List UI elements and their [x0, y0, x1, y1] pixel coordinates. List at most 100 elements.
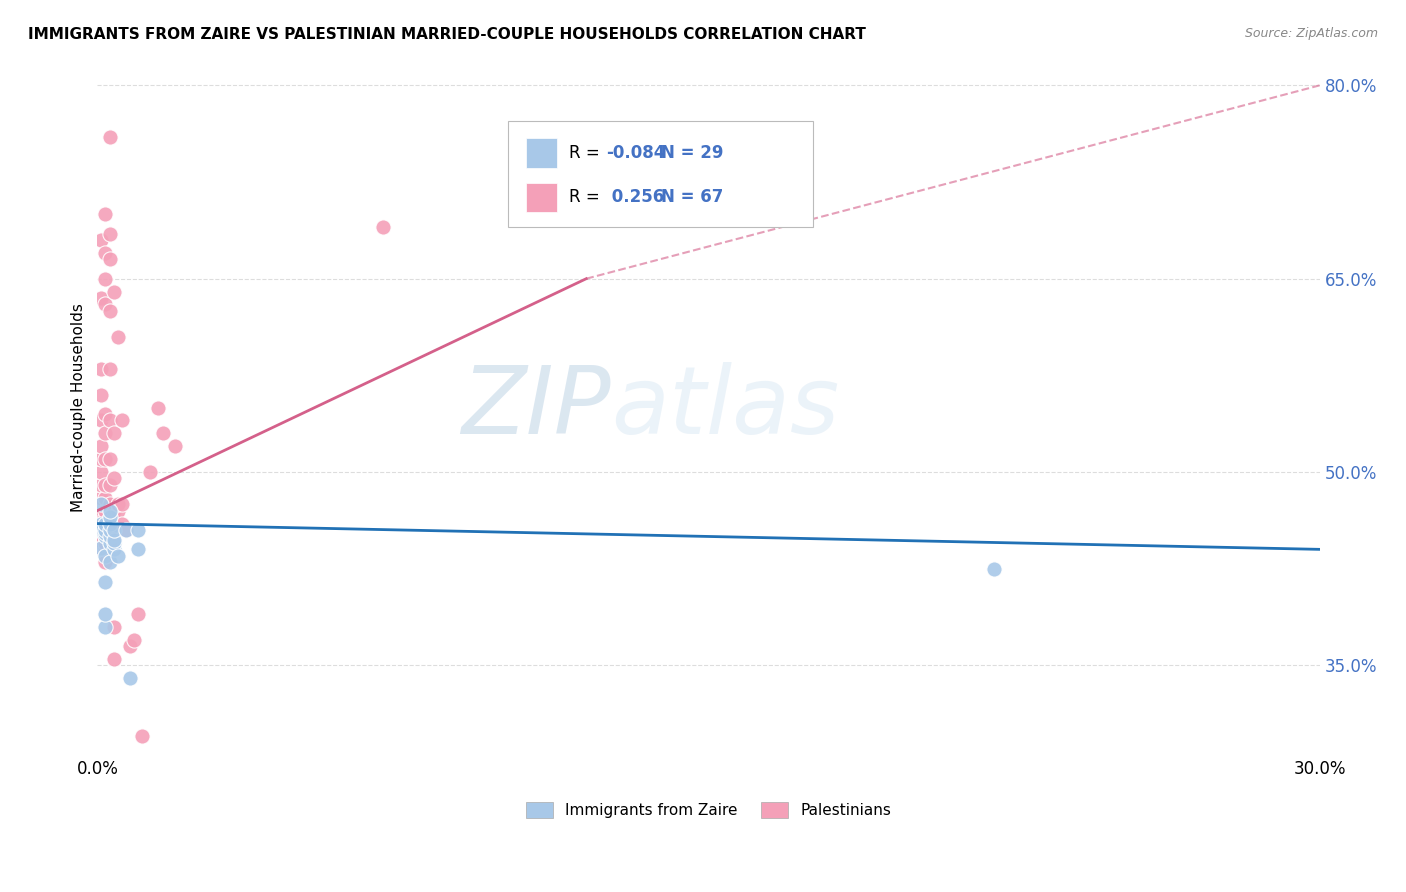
Point: [103, 426, 125, 441]
Point: [148, 401, 170, 415]
Point: [98, 504, 121, 518]
Point: [103, 652, 125, 666]
Text: R =: R =: [569, 144, 605, 161]
Point: [94, 525, 117, 540]
Point: [103, 620, 125, 634]
Point: [98, 227, 121, 241]
Text: N = 29: N = 29: [661, 144, 723, 161]
Point: [107, 504, 129, 518]
Point: [118, 639, 141, 653]
Point: [94, 523, 117, 537]
Point: [94, 426, 117, 441]
Point: [103, 542, 125, 557]
Point: [115, 523, 138, 537]
Point: [139, 465, 162, 479]
Point: [98, 510, 121, 524]
Point: [94, 452, 117, 467]
Point: [90, 362, 112, 376]
Point: [94, 478, 117, 492]
Text: Source: ZipAtlas.com: Source: ZipAtlas.com: [1244, 27, 1378, 40]
Point: [103, 523, 125, 537]
Point: [103, 471, 125, 485]
Point: [90, 516, 112, 531]
Point: [90, 291, 112, 305]
Point: [111, 413, 134, 427]
Point: [94, 549, 117, 563]
Point: [98, 529, 121, 543]
Point: [90, 465, 112, 479]
Point: [371, 220, 394, 235]
Point: [90, 510, 112, 524]
Point: [90, 233, 112, 247]
Point: [90, 529, 112, 543]
Point: [94, 504, 117, 518]
Point: [94, 542, 117, 557]
Point: [90, 542, 112, 557]
Point: [98, 555, 121, 569]
Point: [98, 304, 121, 318]
Text: atlas: atlas: [610, 362, 839, 453]
Point: [90, 387, 112, 401]
Point: [94, 491, 117, 505]
Point: [98, 523, 121, 537]
Text: IMMIGRANTS FROM ZAIRE VS PALESTINIAN MARRIED-COUPLE HOUSEHOLDS CORRELATION CHART: IMMIGRANTS FROM ZAIRE VS PALESTINIAN MAR…: [28, 27, 866, 42]
Point: [90, 491, 112, 505]
Point: [98, 413, 121, 427]
Point: [90, 516, 112, 531]
Point: [107, 549, 129, 563]
Point: [98, 523, 121, 537]
Point: [98, 516, 121, 531]
Point: [94, 271, 117, 285]
Point: [94, 516, 117, 531]
Point: [107, 497, 129, 511]
Legend: Immigrants from Zaire, Palestinians: Immigrants from Zaire, Palestinians: [519, 797, 897, 824]
Point: [90, 541, 112, 555]
Point: [94, 529, 117, 543]
Point: [94, 620, 117, 634]
Point: [111, 497, 134, 511]
Point: [94, 516, 117, 531]
Y-axis label: Married-couple Households: Married-couple Households: [72, 303, 86, 512]
Point: [94, 523, 117, 537]
Text: -0.084: -0.084: [606, 144, 665, 161]
Point: [127, 542, 149, 557]
Point: [103, 536, 125, 550]
Point: [90, 523, 112, 537]
Point: [152, 426, 174, 441]
Point: [107, 329, 129, 343]
Point: [94, 510, 117, 524]
Point: [98, 536, 121, 550]
Text: ZIP: ZIP: [461, 362, 610, 453]
Point: [94, 607, 117, 621]
Point: [103, 504, 125, 518]
Point: [94, 246, 117, 260]
Point: [90, 497, 112, 511]
Point: [90, 439, 112, 453]
Text: R =: R =: [569, 188, 605, 206]
Point: [98, 362, 121, 376]
Point: [94, 555, 117, 569]
Point: [90, 413, 112, 427]
Point: [111, 516, 134, 531]
Point: [90, 452, 112, 467]
Point: [94, 207, 117, 221]
Point: [98, 130, 121, 145]
Point: [94, 536, 117, 550]
Point: [98, 497, 121, 511]
Point: [122, 632, 145, 647]
Point: [98, 252, 121, 267]
Point: [103, 533, 125, 548]
Point: [94, 297, 117, 311]
Point: [98, 452, 121, 467]
Point: [983, 562, 1005, 576]
Point: [163, 439, 186, 453]
Point: [90, 478, 112, 492]
Point: [98, 536, 121, 550]
Point: [115, 523, 138, 537]
Point: [90, 523, 112, 537]
Point: [127, 607, 149, 621]
Point: [90, 536, 112, 550]
Text: 0.256: 0.256: [606, 188, 664, 206]
Point: [131, 729, 153, 743]
Point: [118, 671, 141, 685]
